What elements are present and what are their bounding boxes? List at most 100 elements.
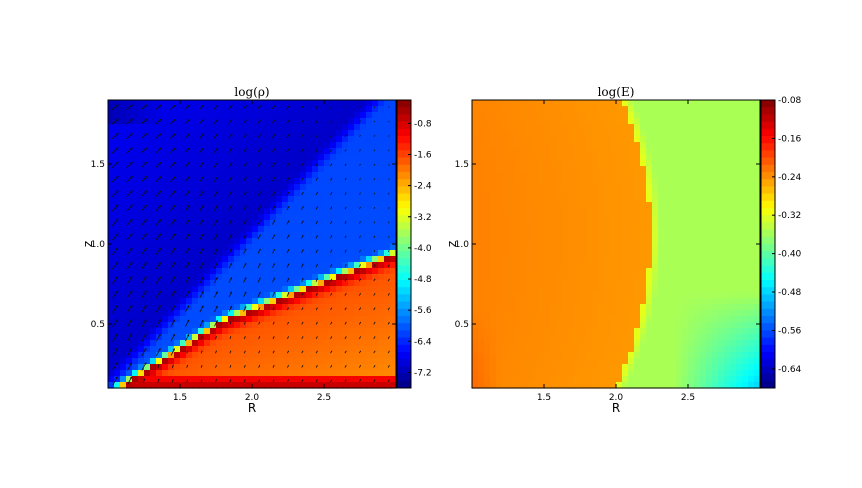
heatmap-cell <box>366 220 373 227</box>
heatmap-cell <box>300 274 307 281</box>
heatmap-cell <box>228 370 235 377</box>
heatmap-cell <box>294 328 301 335</box>
heatmap-cell <box>318 382 325 389</box>
heatmap-cell <box>472 370 479 377</box>
heatmap-cell <box>484 292 491 299</box>
heatmap-cell <box>354 130 361 137</box>
heatmap-cell <box>640 142 647 149</box>
heatmap-cell <box>616 310 623 317</box>
heatmap-cell <box>676 232 683 239</box>
density-y-ticks: 0.51.01.5 <box>91 160 396 330</box>
heatmap-cell <box>252 346 259 353</box>
heatmap-cell <box>544 148 551 155</box>
colorbar-tick-label: -4.0 <box>414 244 432 254</box>
velocity-arrowhead <box>201 305 204 308</box>
heatmap-cell <box>150 286 157 293</box>
heatmap-cell <box>562 250 569 257</box>
heatmap-cell <box>514 286 521 293</box>
heatmap-cell <box>300 100 307 107</box>
heatmap-cell <box>204 208 211 215</box>
heatmap-cell <box>324 352 331 359</box>
heatmap-cell <box>312 352 319 359</box>
heatmap-cell <box>246 352 253 359</box>
heatmap-cell <box>204 196 211 203</box>
heatmap-cell <box>598 244 605 251</box>
heatmap-cell <box>156 184 163 191</box>
heatmap-cell <box>210 256 217 263</box>
heatmap-cell <box>604 304 611 311</box>
heatmap-cell <box>294 346 301 353</box>
heatmap-cell <box>610 286 617 293</box>
heatmap-cell <box>330 142 337 149</box>
heatmap-cell <box>484 178 491 185</box>
heatmap-cell <box>264 124 271 131</box>
heatmap-cell <box>228 250 235 257</box>
heatmap-cell <box>330 298 337 305</box>
velocity-arrowhead <box>244 365 246 367</box>
heatmap-cell <box>252 148 259 155</box>
heatmap-cell <box>282 358 289 365</box>
heatmap-cell <box>132 196 139 203</box>
heatmap-cell <box>646 286 653 293</box>
heatmap-cell <box>132 130 139 137</box>
heatmap-cell <box>484 202 491 209</box>
heatmap-cell <box>520 154 527 161</box>
heatmap-cell <box>538 256 545 263</box>
heatmap-cell <box>156 220 163 227</box>
heatmap-cell <box>496 148 503 155</box>
heatmap-cell <box>550 220 557 227</box>
heatmap-cell <box>664 154 671 161</box>
velocity-arrowhead <box>244 248 247 251</box>
heatmap-cell <box>312 232 319 239</box>
heatmap-cell <box>384 184 391 191</box>
heatmap-cell <box>246 142 253 149</box>
heatmap-cell <box>508 244 515 251</box>
heatmap-cell <box>526 370 533 377</box>
heatmap-cell <box>502 130 509 137</box>
heatmap-cell <box>366 214 373 221</box>
heatmap-cell <box>150 334 157 341</box>
heatmap-cell <box>258 136 265 143</box>
velocity-arrowhead <box>287 134 290 136</box>
heatmap-cell <box>264 214 271 221</box>
heatmap-cell <box>634 190 641 197</box>
heatmap-cell <box>580 382 587 389</box>
velocity-arrowhead <box>201 262 204 266</box>
heatmap-cell <box>508 124 515 131</box>
heatmap-cell <box>538 106 545 113</box>
heatmap-cell <box>592 238 599 245</box>
heatmap-cell <box>574 130 581 137</box>
heatmap-cell <box>264 226 271 233</box>
heatmap-cell <box>490 298 497 305</box>
heatmap-cell <box>652 346 659 353</box>
heatmap-cell <box>640 244 647 251</box>
heatmap-cell <box>192 124 199 131</box>
heatmap-cell <box>348 370 355 377</box>
heatmap-cell <box>258 364 265 371</box>
heatmap-cell <box>192 364 199 371</box>
heatmap-cell <box>318 322 325 329</box>
heatmap-cell <box>520 118 527 125</box>
heatmap-cell <box>580 346 587 353</box>
heatmap-cell <box>502 262 509 269</box>
heatmap-cell <box>472 340 479 347</box>
heatmap-cell <box>538 376 545 383</box>
heatmap-cell <box>682 364 689 371</box>
heatmap-cell <box>168 154 175 161</box>
heatmap-cell <box>634 322 641 329</box>
heatmap-cell <box>270 370 277 377</box>
heatmap-cell <box>478 304 485 311</box>
heatmap-cell <box>484 184 491 191</box>
heatmap-cell <box>186 178 193 185</box>
velocity-arrowhead <box>158 276 161 279</box>
velocity-arrowhead <box>316 307 318 309</box>
heatmap-cell <box>598 154 605 161</box>
heatmap-cell <box>384 232 391 239</box>
heatmap-cell <box>144 238 151 245</box>
heatmap-cell <box>222 274 229 281</box>
heatmap-cell <box>180 208 187 215</box>
heatmap-cell <box>580 154 587 161</box>
heatmap-cell <box>372 304 379 311</box>
heatmap-cell <box>114 244 121 251</box>
heatmap-cell <box>520 178 527 185</box>
